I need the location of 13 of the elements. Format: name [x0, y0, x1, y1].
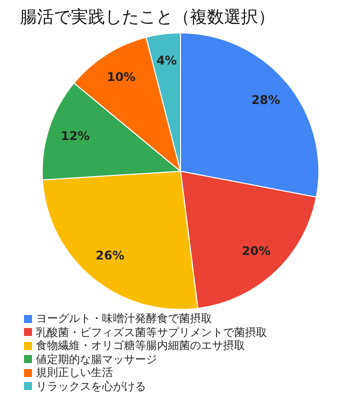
data-label: 26% [96, 248, 124, 263]
data-label: 12% [60, 129, 90, 144]
legend-label: 乳酸菌・ビフィズス菌等サプリメントで菌摂取 [36, 326, 267, 339]
data-label: 20% [242, 244, 271, 258]
legend-label: 規則正しい生活 [36, 366, 113, 380]
data-label: 10% [106, 70, 136, 84]
legend-label: 値定期的な腸マッサージ [36, 352, 157, 366]
data-label: 4% [156, 54, 177, 68]
chart-title: 腸活で実践したこと（複数選択） [20, 8, 275, 28]
legend-label: 食物繊維・オリゴ糖等腸内細菌のエサ摂取 [36, 339, 245, 352]
legend-label: ヨーグルト・味噌汁発酵食で菌摂取 [36, 312, 212, 326]
legend-label: リラックスを心がける [36, 380, 146, 393]
data-label: 28% [251, 92, 280, 107]
